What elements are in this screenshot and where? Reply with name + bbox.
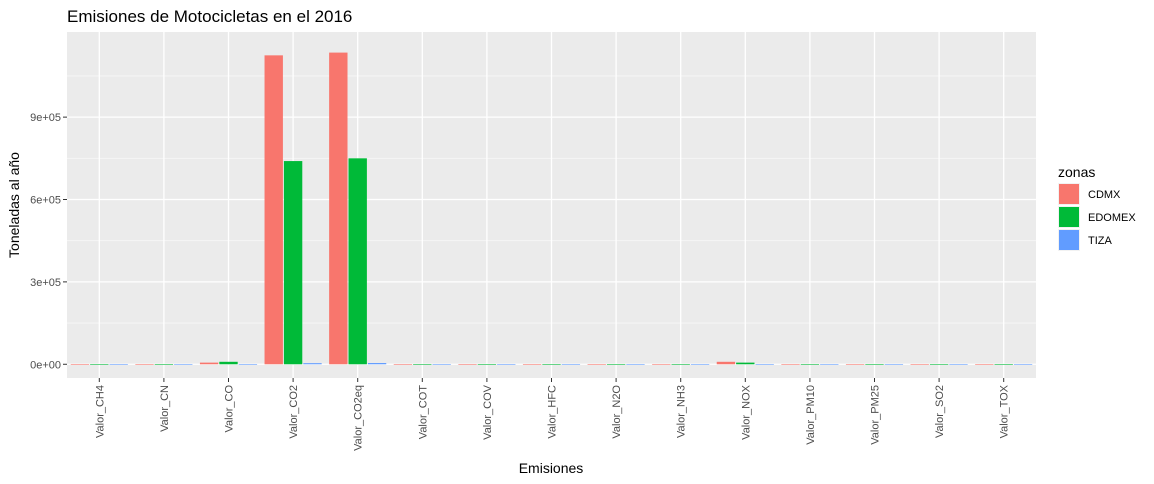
y-tick-label: 0e+00 [30,359,61,371]
x-axis: Valor_CH4 Valor_CN Valor_CO Valor_CO2 Valor_… [94,378,1011,451]
bar-tiza-valor_cov [497,364,516,365]
bar-cdmx-valor_co2 [264,55,283,365]
bar-edomex-valor_cn [154,364,174,365]
bar-edomex-valor_pm25 [865,364,884,365]
bar-tiza-valor_hfc [561,364,581,365]
x-tick-label: Valor_CO [224,385,236,433]
bar-edomex-valor_hfc [542,364,561,365]
bar-tiza-valor_n2o [626,364,645,365]
x-tick-label: Valor_CO2eq [353,385,365,451]
bar-cdmx-valor_cn [135,364,154,365]
bar-edomex-valor_co2 [283,161,303,365]
bar-tiza-valor_co [238,364,258,365]
y-tick-label: 6e+05 [30,195,61,207]
y-axis-title: Toneladas al año [6,152,22,258]
x-tick-label: Valor_COV [482,384,494,439]
bar-tiza-valor_nh3 [690,364,710,365]
x-tick-label: Valor_COT [417,385,429,439]
y-tick-label: 3e+05 [30,277,61,289]
bar-cdmx-valor_pm10 [781,364,800,365]
legend-swatch-tiza [1059,230,1079,250]
bar-edomex-valor_ch4 [90,364,109,365]
bar-tiza-valor_so2 [949,364,968,365]
bar-tiza-valor_cn [174,364,193,365]
x-tick-label: Valor_PM10 [805,385,817,445]
bar-tiza-valor_co2eq [367,363,387,365]
legend-label-cdmx: CDMX [1088,189,1121,201]
x-tick-label: Valor_NH3 [676,385,688,438]
bar-edomex-valor_pm10 [800,364,820,365]
bar-edomex-valor_cov [477,364,497,365]
bar-edomex-valor_co [219,361,238,365]
bar-edomex-valor_n2o [606,364,626,365]
legend-label-tiza: TIZA [1088,235,1112,247]
bar-edomex-valor_cot [413,363,432,365]
bar-edomex-valor_tox [994,364,1013,365]
chart-title: Emisiones de Motocicletas en el 2016 [67,7,352,26]
legend-swatch-cdmx [1059,184,1079,204]
legend-label-edomex: EDOMEX [1088,212,1136,224]
y-axis: 0e+00 3e+05 6e+05 9e+05 [30,112,67,371]
bar-tiza-valor_ch4 [109,364,128,365]
bar-edomex-valor_so2 [929,364,949,365]
bar-cdmx-valor_so2 [910,364,929,365]
bar-tiza-valor_nox [755,364,774,365]
bar-tiza-valor_cot [432,364,451,365]
bar-edomex-valor_nh3 [671,364,690,365]
bar-cdmx-valor_hfc [522,364,542,365]
grid-lines [67,32,1036,378]
bar-cdmx-valor_tox [975,364,994,365]
x-tick-label: Valor_NOX [740,384,752,439]
bar-tiza-valor_tox [1013,364,1033,365]
x-tick-label: Valor_PM25 [870,385,882,445]
x-tick-label: Valor_CH4 [94,385,106,438]
bar-cdmx-valor_co2eq [329,52,348,365]
bar-cdmx-valor_pm25 [845,364,865,365]
bar-cdmx-valor_nox [716,361,736,365]
x-tick-label: Valor_CN [159,385,171,432]
bar-tiza-valor_pm25 [884,364,904,365]
bar-edomex-valor_co2eq [348,158,367,365]
bar-tiza-valor_pm10 [820,364,839,365]
bar-tiza-valor_co2 [303,363,322,365]
x-tick-label: Valor_N2O [611,385,623,439]
bar-cdmx-valor_co [199,362,219,365]
bar-cdmx-valor_cov [458,364,477,365]
bar-cdmx-valor_nh3 [652,364,671,365]
x-tick-label: Valor_TOX [999,384,1011,438]
x-axis-title: Emisiones [519,460,584,476]
x-tick-label: Valor_HFC [547,385,559,439]
x-tick-label: Valor_SO2 [934,385,946,438]
bar-cdmx-valor_cot [393,364,413,365]
bars [70,52,1033,365]
legend: zonas CDMX EDOMEX TIZA [1058,164,1136,251]
bar-edomex-valor_nox [736,362,755,365]
bar-cdmx-valor_ch4 [70,364,90,365]
x-tick-label: Valor_CO2 [288,385,300,439]
legend-swatch-edomex [1059,207,1079,227]
legend-title: zonas [1058,164,1095,180]
y-tick-label: 9e+05 [30,112,61,124]
bar-cdmx-valor_n2o [587,364,606,365]
